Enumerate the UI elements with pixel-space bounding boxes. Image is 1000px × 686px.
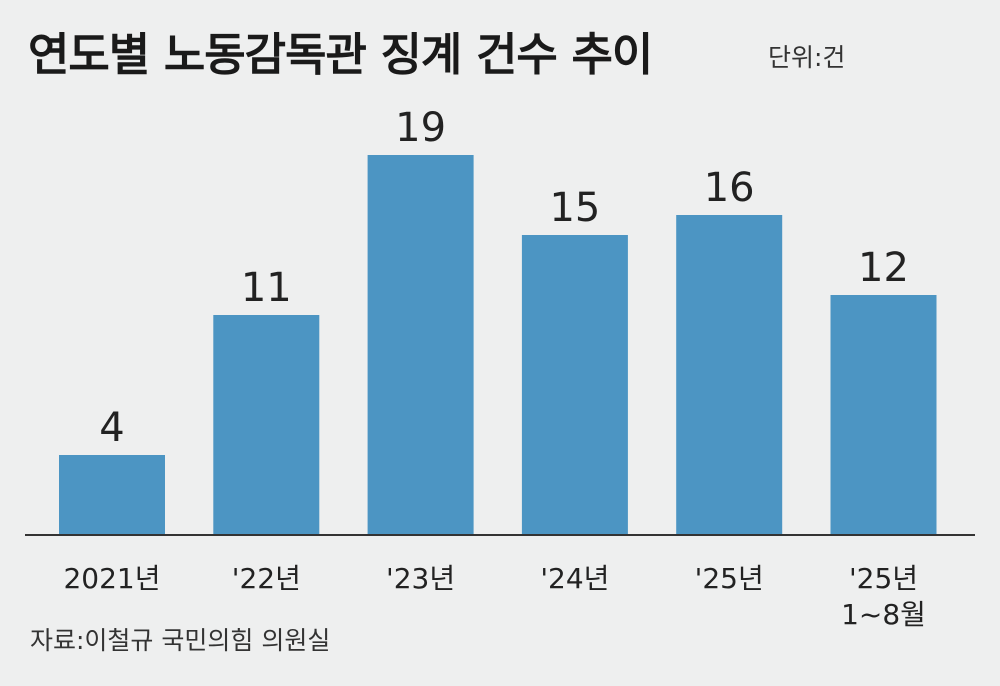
bar-2 bbox=[367, 155, 474, 535]
data-label-5: 12 bbox=[858, 245, 909, 291]
category-label-4: '25년 bbox=[695, 562, 764, 595]
data-label-2: 19 bbox=[395, 105, 446, 151]
category-label-5-line-0: '25년 bbox=[849, 562, 918, 595]
category-label-1: '22년 bbox=[232, 562, 301, 595]
bar-0 bbox=[59, 455, 165, 535]
category-label-3: '24년 bbox=[540, 562, 609, 595]
bar-3 bbox=[521, 235, 628, 535]
data-label-4: 16 bbox=[704, 165, 755, 211]
data-label-3: 15 bbox=[549, 185, 600, 231]
bar-5 bbox=[830, 295, 937, 535]
bar-4 bbox=[676, 215, 783, 535]
category-label-2: '23년 bbox=[386, 562, 455, 595]
data-label-0: 4 bbox=[99, 405, 124, 451]
category-label-5-line-1: 1~8월 bbox=[841, 598, 926, 631]
bar-1 bbox=[213, 315, 320, 535]
source-note: 자료:이철규 국민의힘 의원실 bbox=[30, 626, 331, 655]
chart-title: 연도별 노동감독관 징계 건수 추이 bbox=[28, 28, 653, 81]
data-label-1: 11 bbox=[241, 265, 292, 311]
category-label-0: 2021년 bbox=[63, 562, 160, 595]
chart-unit-label: 단위:건 bbox=[768, 43, 846, 72]
